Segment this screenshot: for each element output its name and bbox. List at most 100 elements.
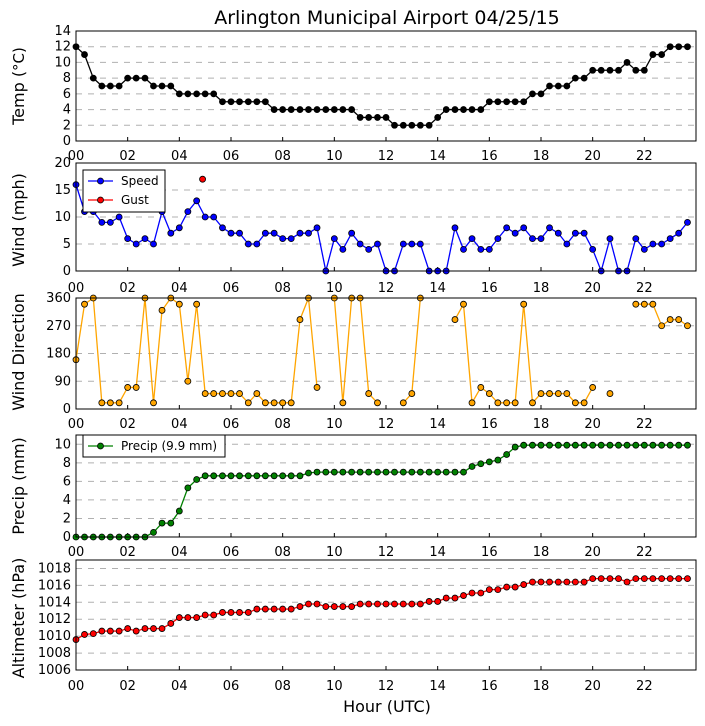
data-point bbox=[511, 583, 519, 591]
data-point bbox=[391, 468, 398, 476]
legend-marker bbox=[97, 442, 104, 450]
x-tick-label: 16 bbox=[481, 281, 498, 296]
data-point bbox=[141, 74, 149, 82]
data-point bbox=[666, 316, 674, 323]
data-point bbox=[244, 609, 252, 616]
data-point bbox=[270, 605, 278, 613]
y-tick-label: 8 bbox=[63, 456, 71, 471]
legend-label: Speed bbox=[121, 174, 159, 188]
data-point bbox=[279, 399, 287, 407]
data-point bbox=[468, 106, 476, 113]
data-point bbox=[391, 121, 398, 129]
data-point bbox=[632, 300, 640, 308]
data-point bbox=[175, 224, 183, 232]
data-point bbox=[684, 43, 691, 51]
data-point bbox=[167, 519, 175, 527]
x-tick-label: 08 bbox=[274, 417, 291, 432]
data-point bbox=[546, 390, 553, 397]
data-point bbox=[98, 399, 106, 407]
data-point bbox=[425, 121, 433, 129]
x-tick-label: 18 bbox=[533, 545, 550, 560]
data-point bbox=[675, 43, 683, 51]
data-point bbox=[98, 218, 106, 226]
data-point bbox=[227, 390, 235, 397]
data-point bbox=[244, 472, 252, 480]
data-point bbox=[649, 575, 657, 583]
data-point bbox=[580, 74, 588, 82]
data-point bbox=[485, 458, 493, 466]
x-tick-label: 06 bbox=[223, 149, 240, 164]
y-tick-label: 1012 bbox=[38, 612, 71, 627]
data-point bbox=[537, 390, 545, 397]
data-point bbox=[442, 106, 450, 113]
data-point bbox=[305, 106, 312, 113]
legend-box bbox=[82, 169, 166, 213]
data-point bbox=[623, 441, 631, 449]
data-point bbox=[632, 441, 640, 449]
data-point bbox=[399, 121, 407, 129]
data-point bbox=[106, 82, 114, 90]
data-point bbox=[684, 322, 691, 330]
data-point bbox=[124, 74, 132, 82]
data-point bbox=[296, 229, 304, 237]
data-point bbox=[150, 625, 157, 632]
data-point bbox=[236, 390, 243, 397]
x-tick-label: 10 bbox=[326, 149, 343, 164]
data-point bbox=[150, 528, 157, 536]
data-point bbox=[313, 106, 321, 113]
data-point bbox=[597, 441, 605, 449]
data-point bbox=[546, 82, 553, 90]
x-tick-label: 06 bbox=[223, 679, 240, 694]
data-point bbox=[615, 66, 622, 74]
x-tick-label: 12 bbox=[378, 545, 395, 560]
x-tick-label: 16 bbox=[481, 149, 498, 164]
wind-direction-y-axis-label: Wind Direction bbox=[9, 293, 28, 411]
x-tick-label: 02 bbox=[119, 679, 136, 694]
data-point bbox=[554, 578, 562, 586]
data-point bbox=[554, 441, 562, 449]
data-point bbox=[279, 605, 287, 613]
data-point bbox=[219, 224, 226, 232]
data-point bbox=[236, 609, 243, 616]
x-tick-label: 00 bbox=[68, 417, 85, 432]
data-point bbox=[322, 468, 330, 476]
x-tick-label: 12 bbox=[378, 417, 395, 432]
data-point bbox=[546, 441, 553, 449]
data-point bbox=[210, 472, 218, 480]
x-tick-label: 18 bbox=[533, 281, 550, 296]
data-point bbox=[305, 229, 312, 237]
data-point bbox=[511, 229, 519, 237]
data-point bbox=[563, 578, 571, 586]
data-point bbox=[640, 245, 648, 253]
data-point bbox=[348, 229, 356, 237]
data-point bbox=[451, 468, 459, 476]
data-point bbox=[199, 175, 206, 183]
x-tick-label: 14 bbox=[429, 149, 446, 164]
data-point bbox=[477, 589, 485, 597]
x-tick-label: 06 bbox=[223, 281, 240, 296]
x-tick-label: 10 bbox=[326, 281, 343, 296]
data-point bbox=[167, 620, 175, 627]
data-point bbox=[81, 51, 88, 58]
axes-frame bbox=[75, 434, 697, 538]
x-tick-label: 06 bbox=[223, 545, 240, 560]
data-point bbox=[468, 589, 476, 597]
data-point bbox=[210, 213, 218, 221]
data-point bbox=[106, 218, 114, 226]
series-line bbox=[75, 577, 688, 641]
axes-frame bbox=[75, 162, 697, 272]
data-point bbox=[666, 235, 674, 243]
data-point bbox=[106, 399, 114, 407]
data-point bbox=[132, 384, 140, 391]
data-point bbox=[684, 441, 691, 449]
data-point bbox=[477, 460, 485, 468]
data-point bbox=[124, 235, 132, 243]
data-point bbox=[313, 224, 321, 232]
data-point bbox=[503, 98, 511, 106]
data-point bbox=[184, 614, 192, 621]
data-point bbox=[460, 106, 467, 113]
data-point bbox=[606, 390, 614, 397]
data-point bbox=[296, 472, 304, 480]
y-tick-label: 4 bbox=[63, 493, 71, 508]
